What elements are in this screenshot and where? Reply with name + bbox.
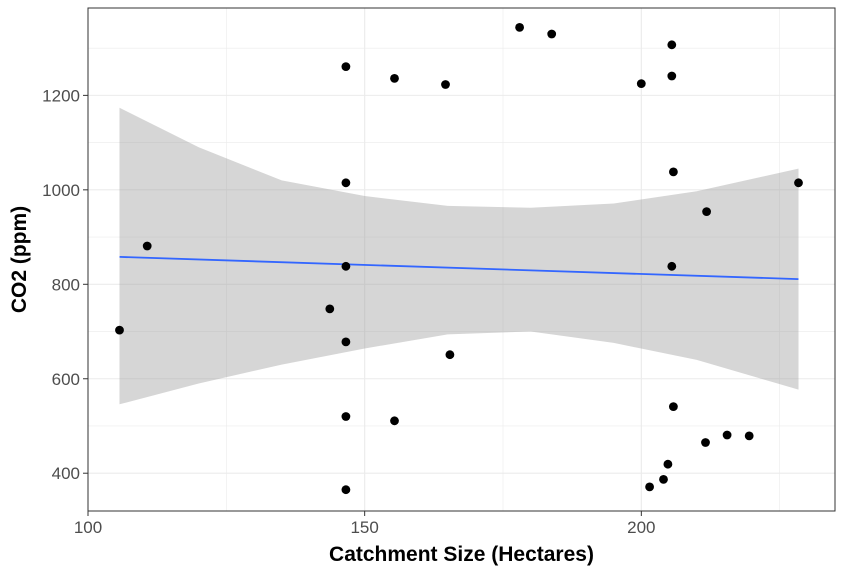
data-point (390, 74, 399, 83)
y-tick-label: 1200 (42, 86, 80, 105)
data-point (669, 402, 678, 411)
data-point (794, 178, 803, 188)
trend-line-layer (119, 256, 799, 280)
data-point (744, 431, 754, 441)
trend-line (119, 256, 799, 280)
x-tick-label: 100 (74, 518, 102, 537)
data-point (667, 71, 677, 81)
data-point (669, 167, 678, 177)
data-point (441, 80, 450, 89)
data-point (341, 261, 351, 271)
y-axis-title: CO2 (ppm) (8, 206, 31, 313)
data-point (341, 178, 351, 188)
data-point (667, 40, 677, 50)
data-point (701, 438, 710, 447)
x-tick-label: 200 (627, 518, 655, 537)
confidence-band-layer (119, 107, 799, 405)
data-point (667, 261, 677, 271)
data-point (702, 207, 711, 217)
y-tick-label: 600 (52, 370, 80, 389)
data-points (115, 23, 803, 495)
y-tick-label: 800 (52, 275, 80, 294)
data-point (341, 337, 351, 347)
data-point (341, 485, 351, 495)
data-point (115, 325, 124, 335)
data-point (659, 475, 668, 484)
y-tick-label: 400 (52, 464, 80, 483)
panel-border (87, 7, 836, 512)
data-point (142, 241, 152, 251)
data-point (547, 29, 557, 39)
data-point (341, 62, 351, 71)
x-axis-title: Catchment Size (Hectares) (329, 543, 594, 566)
axes: 100 150 200 400 600 800 1000 1200 (42, 86, 655, 537)
x-tick-label: 150 (350, 518, 378, 537)
data-point (445, 350, 455, 360)
data-point (645, 482, 654, 492)
y-tick-label: 1000 (42, 181, 80, 200)
data-point (325, 304, 335, 314)
data-point (722, 430, 732, 440)
data-point (515, 23, 524, 32)
confidence-band (119, 107, 799, 405)
data-point (663, 459, 673, 469)
data-point (390, 416, 399, 426)
data-point (636, 79, 646, 88)
data-point (341, 412, 351, 421)
